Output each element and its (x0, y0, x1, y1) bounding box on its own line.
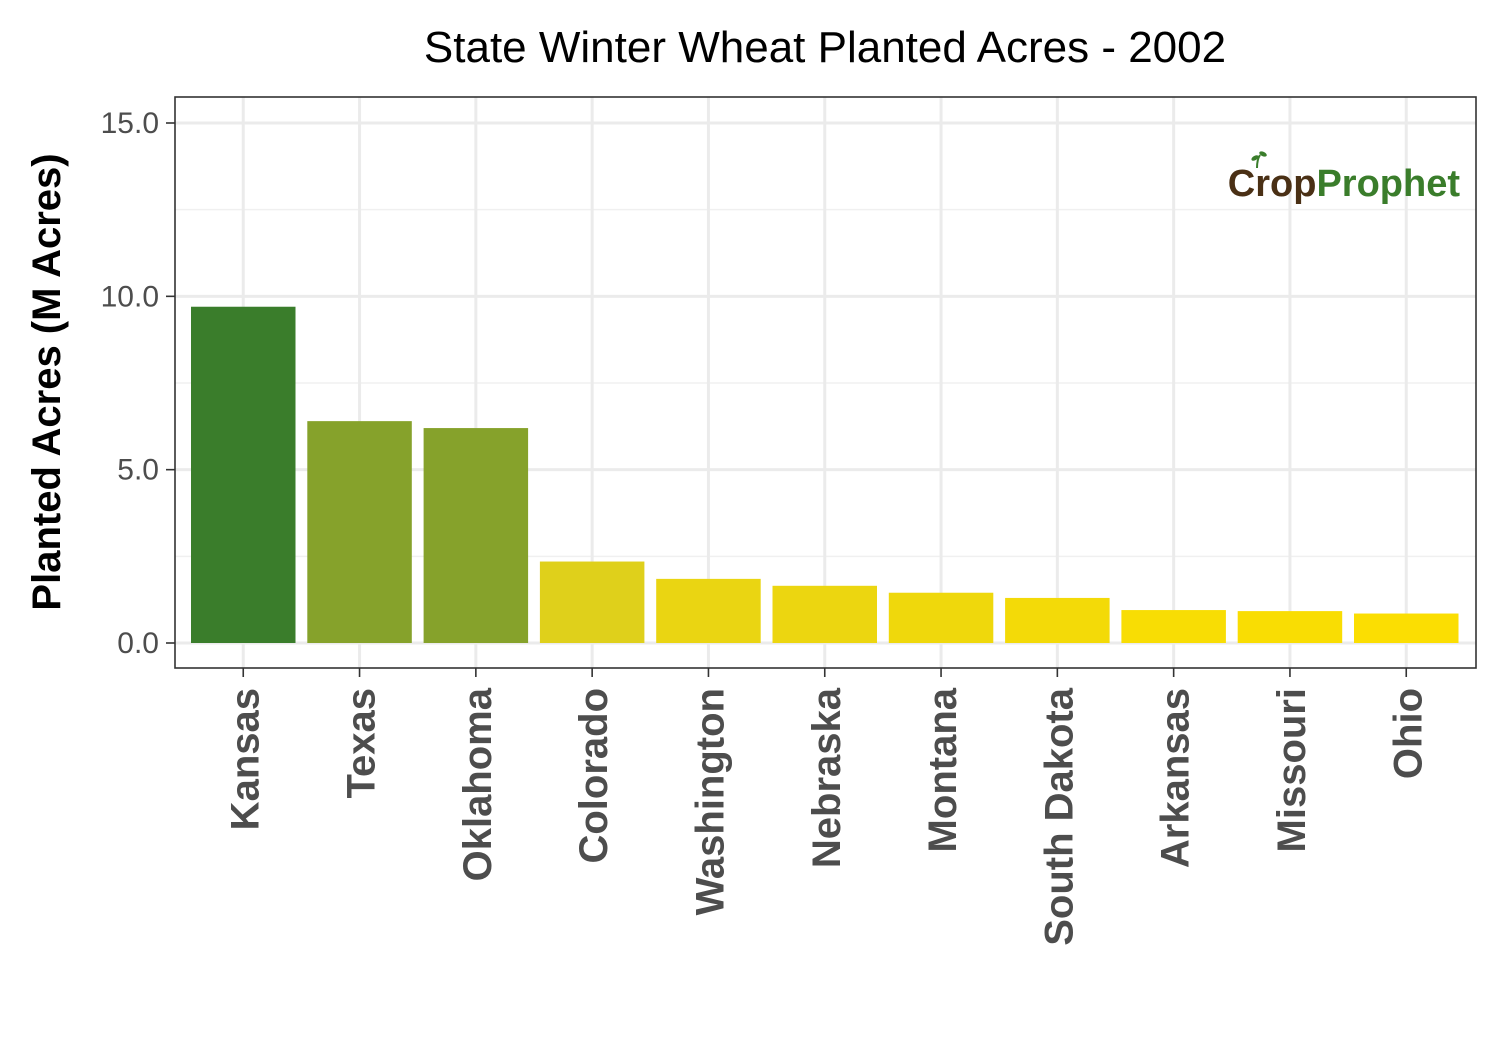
x-tick-label: Texas (340, 688, 384, 798)
cropprophet-logo: CropProphet (1228, 151, 1461, 205)
bar-texas (307, 421, 412, 643)
bar-nebraska (772, 585, 877, 643)
bar-south-dakota (1005, 597, 1110, 643)
x-tick-label: Missouri (1270, 688, 1314, 852)
y-tick-label: 10.0 (101, 280, 159, 313)
logo-text-prophet: Prophet (1316, 163, 1460, 205)
bar-colorado (539, 561, 645, 643)
bar-missouri (1237, 611, 1343, 643)
x-tick-label: Arkansas (1154, 688, 1198, 868)
x-tick-label: South Dakota (1037, 687, 1081, 946)
x-tick-label: Colorado (572, 688, 616, 864)
x-tick-label: Oklahoma (456, 687, 500, 881)
svg-text:CropProphet: CropProphet (1228, 163, 1461, 205)
bar-oklahoma (423, 428, 529, 643)
bar-arkansas (1121, 610, 1226, 643)
bars (191, 306, 1459, 643)
x-tick-label: Nebraska (805, 687, 849, 868)
x-tick-label: Washington (688, 688, 732, 915)
bar-montana (888, 592, 994, 643)
x-tick-label: Kansas (223, 688, 267, 830)
y-tick-label: 0.0 (117, 627, 159, 660)
bar-ohio (1354, 613, 1459, 643)
y-axis-label: Planted Acres (M Acres) (25, 153, 69, 610)
sprout-icon (1251, 151, 1267, 169)
x-tick-label: Ohio (1386, 688, 1430, 779)
chart-title: State Winter Wheat Planted Acres - 2002 (424, 23, 1226, 72)
y-tick-label: 15.0 (101, 107, 159, 140)
logo-text-crop: Crop (1228, 163, 1317, 205)
x-tick-label: Montana (921, 687, 965, 852)
y-tick-label: 5.0 (117, 454, 159, 487)
bar-kansas (191, 306, 296, 643)
y-axis: 0.0 5.0 10.0 15.0 (101, 107, 175, 660)
bar-washington (656, 578, 761, 643)
x-axis: Kansas Texas Oklahoma Colorado Washington Neb… (223, 668, 1430, 946)
